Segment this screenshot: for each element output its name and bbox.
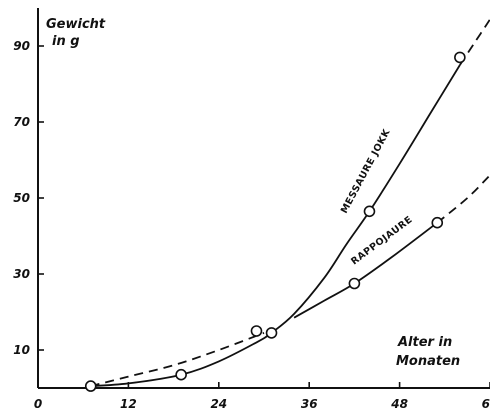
markers [84,51,466,392]
x-tick-label: 24 [210,397,227,411]
x-tick-label: 48 [390,397,408,411]
y-tick-label: 50 [13,191,30,205]
y-axis-title-line2: in g [52,34,80,49]
series-0-data-point [454,51,466,64]
x-tick-label: 60 [482,397,490,411]
x-tick-label: 12 [120,397,137,411]
y-tick-label: 30 [13,267,30,281]
series-1-line [293,221,438,319]
series-0-data-point [250,325,263,337]
series-label-messaure-jokk: MESSAURE JOKK [339,127,393,215]
series-1-data-point [431,216,444,229]
x-axis-title-line2: Monaten [396,354,460,369]
series-1-dashed-end [436,174,490,224]
x-tick-label: 36 [301,397,318,411]
y-tick-label: 70 [13,115,30,129]
series-0-data-point [84,380,97,392]
series-label-rappojaure: RAPPOJAURE [349,214,415,267]
series-0-data-point [175,368,187,381]
y-tick-label: 10 [13,343,30,357]
x-axis-title-line1: Alter in [397,335,452,350]
y-tick-label: 90 [13,39,30,53]
axes: 10 30 50 70 90 0 12 24 36 48 60 [13,8,490,411]
x-tick-label: 0 [34,397,42,411]
y-axis-title-line1: Gewicht [46,17,106,32]
series-0-data-point [265,327,278,339]
series-0-data-point [363,205,376,218]
curves [90,18,490,387]
series-1-data-point [348,277,361,290]
